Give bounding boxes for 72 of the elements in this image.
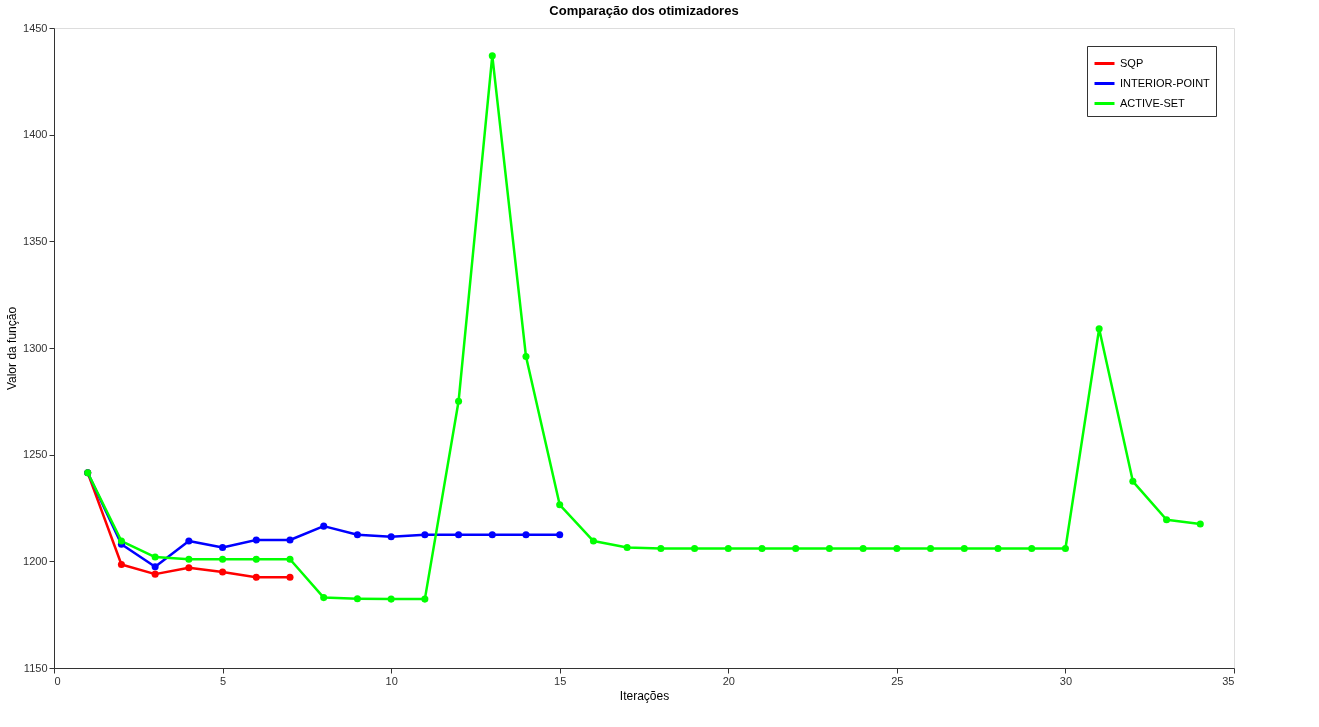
- point: [758, 545, 766, 553]
- point: [994, 545, 1002, 553]
- point: [556, 501, 564, 509]
- point: [117, 561, 125, 569]
- legend-label: INTERIOR-POINT: [1120, 76, 1211, 89]
- point: [151, 563, 159, 571]
- y-tick-label: 1150: [23, 661, 48, 674]
- y-tick-label: 1450: [23, 21, 48, 34]
- point: [151, 570, 159, 578]
- chart-title: Comparação dos otimizadores: [549, 3, 739, 18]
- point: [893, 545, 901, 553]
- x-tick-label: 10: [385, 674, 398, 687]
- point: [219, 568, 227, 576]
- point: [353, 531, 361, 539]
- x-tick-label: 5: [220, 674, 227, 687]
- point: [252, 573, 260, 581]
- point: [556, 531, 564, 539]
- point: [387, 595, 395, 603]
- point: [320, 522, 328, 530]
- point: [522, 531, 530, 539]
- point: [691, 545, 699, 553]
- point: [421, 531, 429, 539]
- point: [960, 545, 968, 553]
- point: [1028, 545, 1036, 553]
- x-tick-label: 15: [554, 674, 567, 687]
- x-tick-label: 35: [1222, 674, 1235, 687]
- y-tick-label: 1350: [23, 234, 48, 247]
- point: [825, 545, 833, 553]
- legend-label: SQP: [1120, 56, 1144, 69]
- point: [286, 536, 294, 544]
- point: [286, 555, 294, 563]
- point: [185, 537, 193, 545]
- point: [219, 555, 227, 563]
- point: [792, 545, 800, 553]
- point: [455, 397, 463, 405]
- point: [151, 553, 159, 561]
- point: [387, 533, 395, 541]
- point: [488, 52, 496, 60]
- point: [455, 531, 463, 539]
- point: [1129, 477, 1137, 485]
- x-axis-title: Iterações: [619, 688, 670, 703]
- y-tick-label: 1400: [23, 128, 48, 141]
- point: [320, 594, 328, 602]
- point: [286, 573, 294, 581]
- point: [1095, 325, 1103, 333]
- x-tick-label: 0: [54, 674, 61, 687]
- point: [1196, 520, 1204, 528]
- point: [623, 543, 631, 551]
- point: [927, 545, 935, 553]
- point: [859, 545, 867, 553]
- y-tick-label: 1300: [23, 341, 48, 354]
- y-axis-title: Valor da função: [5, 306, 20, 391]
- point: [1163, 516, 1171, 524]
- point: [488, 531, 496, 539]
- x-tick-label: 30: [1059, 674, 1073, 687]
- point: [421, 595, 429, 603]
- y-tick-label: 1200: [23, 554, 48, 567]
- point: [252, 555, 260, 563]
- point: [185, 555, 193, 563]
- point: [252, 536, 260, 544]
- point: [1061, 545, 1069, 553]
- point: [589, 537, 597, 545]
- point: [219, 543, 227, 551]
- point: [353, 595, 361, 603]
- x-tick-label: 25: [891, 674, 904, 687]
- point: [724, 545, 732, 553]
- x-tick-label: 20: [722, 674, 735, 687]
- point: [522, 353, 530, 361]
- point: [657, 545, 665, 553]
- legend-label: ACTIVE-SET: [1120, 96, 1186, 109]
- y-tick-label: 1250: [23, 448, 48, 461]
- point: [185, 564, 193, 572]
